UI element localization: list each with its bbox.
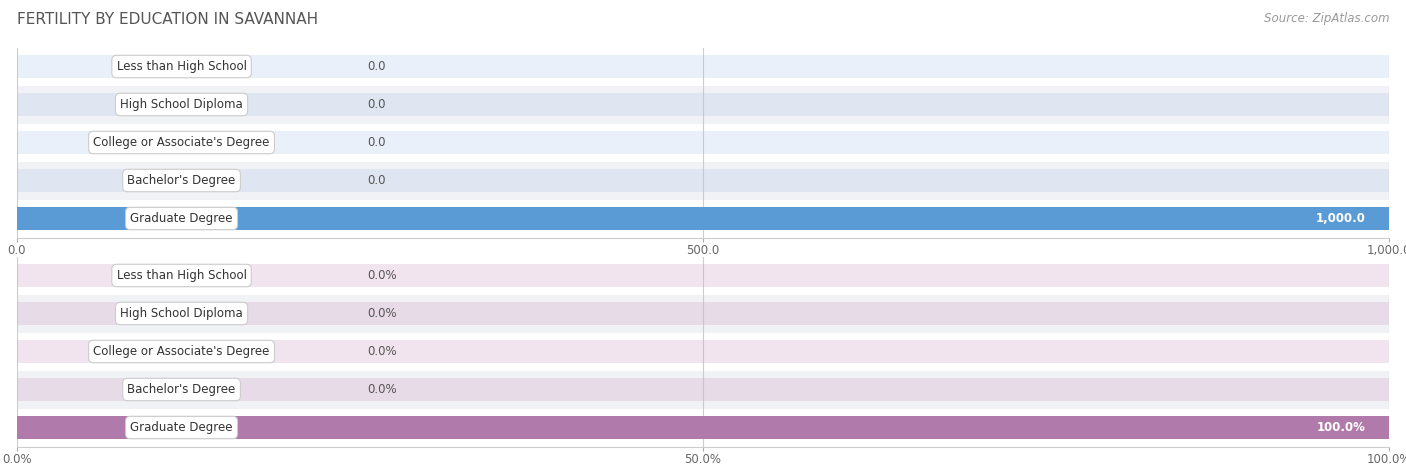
Text: 0.0%: 0.0%: [367, 269, 396, 282]
Text: 100.0%: 100.0%: [1317, 421, 1365, 434]
Bar: [17, 131, 1389, 154]
Bar: [17, 169, 1389, 192]
Bar: [17, 408, 1389, 446]
Bar: [17, 86, 1389, 124]
Text: Graduate Degree: Graduate Degree: [131, 212, 233, 225]
Bar: [17, 200, 1389, 238]
Text: College or Associate's Degree: College or Associate's Degree: [93, 345, 270, 358]
Bar: [17, 124, 1389, 162]
Text: Graduate Degree: Graduate Degree: [131, 421, 233, 434]
Text: Less than High School: Less than High School: [117, 60, 246, 73]
Text: Less than High School: Less than High School: [117, 269, 246, 282]
Bar: [17, 340, 1389, 363]
Bar: [17, 256, 1389, 294]
Text: High School Diploma: High School Diploma: [120, 307, 243, 320]
Bar: [17, 332, 1389, 371]
Text: Bachelor's Degree: Bachelor's Degree: [128, 383, 236, 396]
Text: 0.0: 0.0: [367, 60, 385, 73]
Bar: [17, 302, 1389, 325]
Text: 1,000.0: 1,000.0: [1316, 212, 1365, 225]
Text: 0.0%: 0.0%: [367, 383, 396, 396]
Bar: [17, 162, 1389, 199]
Bar: [17, 93, 1389, 116]
Text: College or Associate's Degree: College or Associate's Degree: [93, 136, 270, 149]
Text: High School Diploma: High School Diploma: [120, 98, 243, 111]
Bar: [17, 370, 1389, 408]
Bar: [17, 207, 1389, 230]
Bar: [17, 48, 1389, 86]
Text: 0.0: 0.0: [367, 174, 385, 187]
Text: 0.0%: 0.0%: [367, 307, 396, 320]
Bar: [17, 416, 1389, 439]
Text: Source: ZipAtlas.com: Source: ZipAtlas.com: [1264, 12, 1389, 25]
Bar: [17, 294, 1389, 332]
Bar: [17, 264, 1389, 287]
Bar: [17, 55, 1389, 78]
Bar: [17, 207, 1389, 230]
Text: FERTILITY BY EDUCATION IN SAVANNAH: FERTILITY BY EDUCATION IN SAVANNAH: [17, 12, 318, 27]
Bar: [17, 416, 1389, 439]
Text: 0.0: 0.0: [367, 136, 385, 149]
Text: 0.0%: 0.0%: [367, 345, 396, 358]
Text: Bachelor's Degree: Bachelor's Degree: [128, 174, 236, 187]
Bar: [17, 378, 1389, 401]
Text: 0.0: 0.0: [367, 98, 385, 111]
